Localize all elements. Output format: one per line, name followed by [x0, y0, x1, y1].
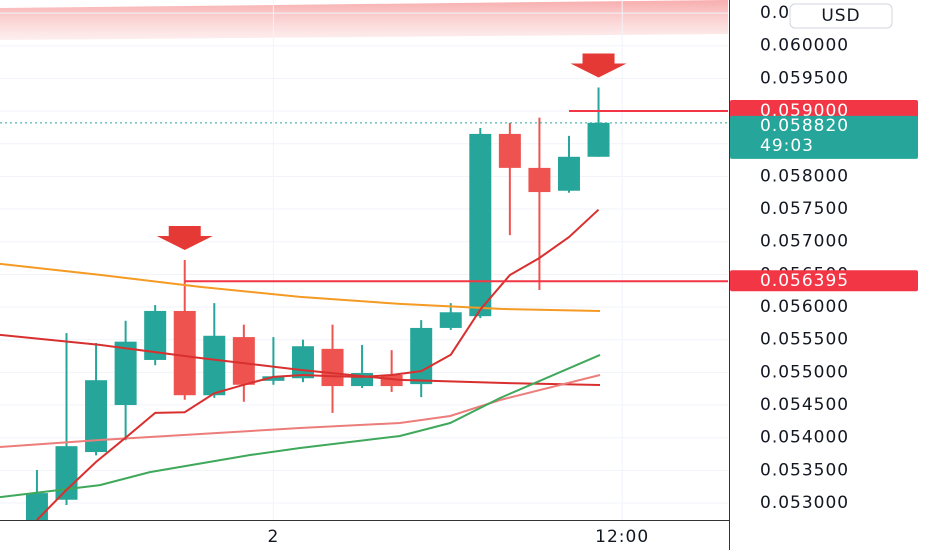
last-price-label: 0.058820 [760, 116, 849, 136]
countdown-label: 49:03 [760, 136, 814, 156]
moving-average-line [0, 262, 601, 312]
signal-arrow [570, 53, 627, 78]
price-level-label: 0.056395 [760, 271, 849, 291]
signal-arrow [156, 226, 213, 250]
y-tick-label: 0.056000 [760, 297, 849, 317]
y-tick-label: 0.057000 [760, 232, 849, 252]
candle-body [173, 310, 196, 396]
candle-body [557, 156, 580, 191]
candle-body [410, 327, 433, 385]
candle-body [469, 133, 492, 317]
candle-body [144, 310, 167, 360]
y-tick-label: 0.054500 [760, 395, 849, 415]
candle-body [114, 341, 137, 406]
candle-body [321, 348, 344, 387]
y-tick-label: 0.053500 [760, 460, 849, 480]
candle-body [262, 376, 285, 381]
candle-body [85, 380, 108, 453]
y-tick-label: 0.053000 [760, 493, 849, 513]
candle-body [498, 133, 521, 168]
price-level-tag [730, 270, 918, 292]
currency-label[interactable]: USD [821, 6, 860, 26]
candle-body [380, 374, 403, 387]
moving-average-line [0, 353, 601, 499]
candle-body [439, 312, 462, 328]
moving-average-line [0, 333, 601, 386]
x-tick-label: 12:00 [595, 527, 649, 547]
x-tick-label: 2 [267, 527, 279, 547]
top-band [0, 0, 728, 40]
candle-body [587, 122, 610, 157]
candle-body [25, 493, 48, 520]
y-tick-label: 0.058000 [760, 166, 849, 186]
price-level-tag [730, 100, 918, 122]
last-price-tag [730, 115, 918, 159]
candle-body [55, 446, 78, 500]
y-tick-label: 0.057500 [760, 199, 849, 219]
y-tick-label: 0.054000 [760, 428, 849, 448]
y-tick-label: 0.060000 [760, 36, 849, 56]
candle-body [291, 346, 314, 379]
candle-body [232, 337, 255, 385]
candle-body [528, 167, 551, 193]
currency-button[interactable] [789, 3, 893, 29]
y-tick-label: 0.055500 [760, 330, 849, 350]
y-tick-label: 0.055000 [760, 362, 849, 382]
candle-body [203, 335, 226, 396]
y-tick-label: 0.059500 [760, 68, 849, 88]
